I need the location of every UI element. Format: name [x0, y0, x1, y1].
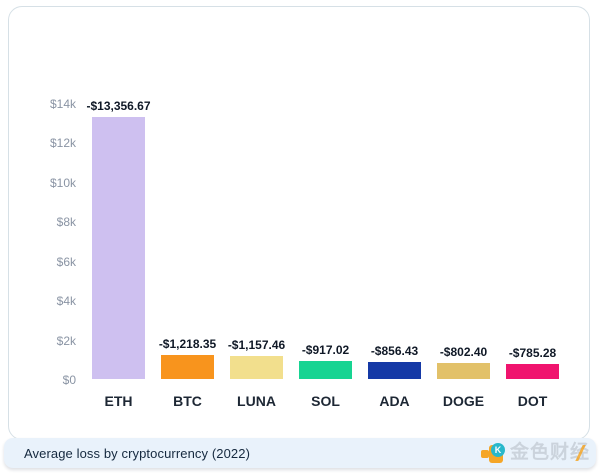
y-tick: $2k	[56, 333, 76, 348]
bar-luna	[230, 356, 283, 379]
y-axis: $14k $12k $10k $8k $6k $4k $2k $0	[9, 97, 76, 387]
bar-doge	[437, 363, 490, 379]
y-tick: $4k	[56, 294, 76, 309]
k-badge-icon: K	[490, 443, 505, 457]
caption-bar: Average loss by cryptocurrency (2022) K …	[4, 438, 596, 468]
bar-group-doge: -$802.40 DOGE	[437, 92, 490, 408]
chart-card: $14k $12k $10k $8k $6k $4k $2k $0 -$13,3…	[8, 6, 590, 440]
chart-caption: Average loss by cryptocurrency (2022)	[24, 445, 251, 461]
bar-btc	[161, 355, 214, 379]
bar-chart: $14k $12k $10k $8k $6k $4k $2k $0 -$13,3…	[9, 7, 589, 439]
value-label: -$802.40	[439, 345, 488, 359]
y-tick: $12k	[49, 136, 76, 151]
category-label: BTC	[173, 393, 202, 409]
category-label: DOT	[517, 393, 548, 409]
category-label: DOGE	[442, 393, 485, 409]
category-label: ADA	[379, 393, 410, 409]
value-label: -$856.43	[370, 344, 419, 358]
y-tick: $0	[62, 372, 76, 387]
bars-area: -$13,356.67 ETH -$1,218.35 BTC -$1,157.4…	[86, 92, 559, 409]
y-tick: $6k	[56, 254, 76, 269]
category-label: SOL	[311, 393, 340, 409]
value-label: -$1,218.35	[158, 337, 217, 351]
bar-group-eth: -$13,356.67 ETH	[86, 92, 150, 409]
y-tick: $10k	[49, 175, 76, 190]
category-label: ETH	[104, 393, 133, 409]
bar-group-luna: -$1,157.46 LUNA	[227, 92, 286, 409]
watermark: K 金色财经	[480, 441, 590, 465]
bar-group-sol: -$917.02 SOL	[299, 92, 352, 408]
bar-group-ada: -$856.43 ADA	[368, 92, 421, 408]
bar-ada	[368, 362, 421, 379]
value-label: -$13,356.67	[86, 99, 151, 113]
watermark-text: 金色财经	[509, 442, 590, 463]
value-label: -$785.28	[508, 346, 557, 360]
category-label: LUNA	[237, 393, 276, 409]
bar-dot	[506, 364, 559, 379]
bar-sol	[299, 361, 352, 379]
value-label: -$917.02	[301, 343, 350, 357]
value-label: -$1,157.46	[227, 338, 286, 352]
y-tick: $14k	[49, 97, 76, 111]
bar-group-btc: -$1,218.35 BTC	[158, 92, 217, 409]
jinse-coin-k-icon: K	[480, 441, 507, 465]
bar-eth	[92, 117, 145, 379]
y-tick: $8k	[56, 215, 76, 230]
bar-group-dot: -$785.28 DOT	[506, 92, 559, 408]
